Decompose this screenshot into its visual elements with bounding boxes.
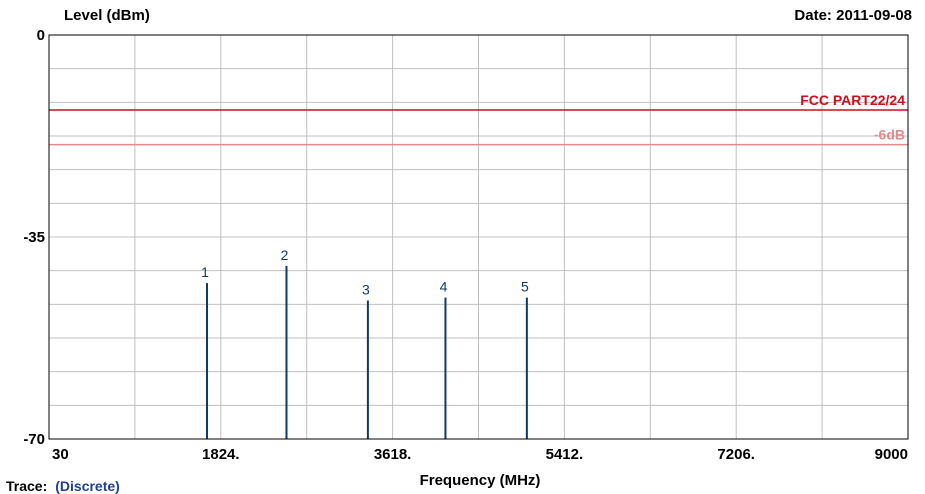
limit-line-label: FCC PART22/24	[800, 92, 905, 108]
bar-marker-label: 5	[521, 279, 529, 295]
bar-marker-label: 1	[201, 264, 209, 280]
bars-group: 1 2 3 4 5	[201, 247, 529, 439]
y-tick-label: -70	[23, 431, 45, 448]
date-label: Date: 2011-09-08	[794, 7, 912, 24]
bar-marker-label: 4	[440, 279, 448, 295]
x-tick-label: 1824.	[202, 446, 240, 463]
y-tick-label: 0	[37, 27, 45, 44]
x-axis-label: Frequency (MHz)	[420, 472, 541, 489]
trace-label: Trace:	[6, 478, 48, 494]
plot-frame	[48, 34, 909, 440]
bar-marker-label: 2	[281, 247, 289, 263]
limit-line-label: -6dB	[874, 127, 905, 143]
x-tick-label: 7206.	[717, 446, 755, 463]
x-tick-label: 5412.	[546, 446, 584, 463]
grid-lines	[49, 35, 908, 439]
x-tick-label: 9000	[875, 446, 908, 463]
y-axis-label: Level (dBm)	[64, 7, 150, 24]
y-tick-label: -35	[23, 229, 45, 246]
x-tick-label: 30	[52, 446, 69, 463]
y-tick-labels: 0 -35 -70	[23, 27, 45, 448]
bar-marker-label: 3	[362, 281, 370, 297]
x-tick-label: 3618.	[374, 446, 412, 463]
limit-lines: FCC PART22/24 -6dB	[49, 92, 908, 146]
trace-value: (Discrete)	[55, 478, 120, 494]
x-tick-labels: 30 1824. 3618. 5412. 7206. 9000	[52, 446, 908, 463]
trace-row: Trace: (Discrete)	[6, 478, 120, 494]
